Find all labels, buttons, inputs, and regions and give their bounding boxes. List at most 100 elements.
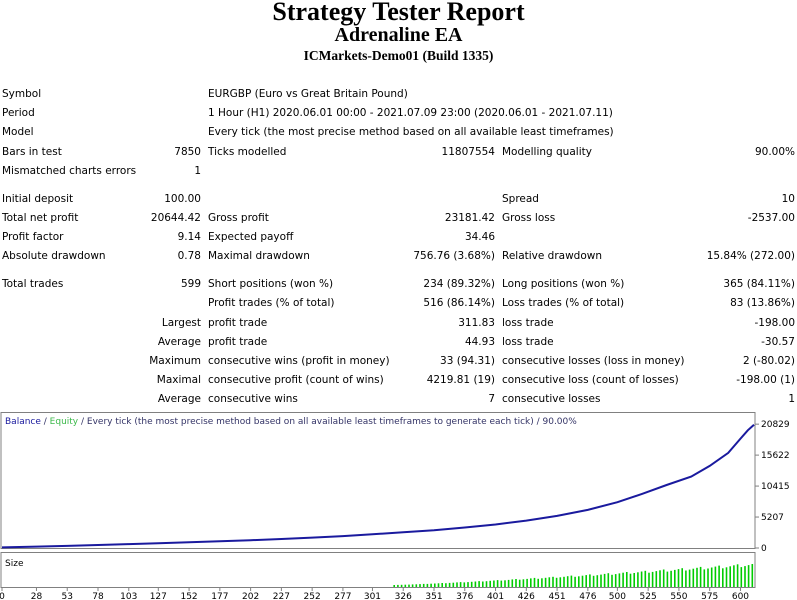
symbol-label: Symbol (2, 88, 42, 100)
max-cons-losses-label: consecutive losses (loss in money) (502, 355, 685, 367)
x-tick-label: 426 (518, 592, 535, 600)
y-tick-label: 5207 (761, 513, 784, 523)
average-label: Average (157, 336, 201, 348)
pfactor-label: Profit factor (2, 231, 64, 243)
size-bar (736, 564, 739, 587)
legend-balance: Balance (5, 417, 41, 427)
balance-series-line (1, 423, 755, 549)
size-bar (530, 578, 532, 587)
chart-legend: Balance / Equity / Every tick (the most … (5, 417, 577, 427)
x-tick-label: 177 (211, 592, 228, 600)
size-bar (674, 569, 676, 587)
x-tick-label: 401 (487, 592, 504, 600)
legend-equity: Equity (50, 417, 79, 427)
size-bar (459, 582, 462, 587)
x-tick-label: 202 (242, 592, 259, 600)
size-bar (611, 574, 613, 587)
maximal-profit-value: 4219.81 (19) (426, 374, 495, 386)
reldd-value: 15.84% (272.00) (706, 250, 795, 262)
size-bar (463, 582, 466, 587)
size-bar (408, 584, 410, 587)
size-bar (596, 575, 599, 587)
average-profit-value: 44.93 (464, 336, 495, 348)
max-cons-wins-value: 33 (94.31) (440, 355, 495, 367)
y-tick-label: 20829 (761, 420, 790, 430)
size-bar (493, 580, 495, 587)
size-bar (437, 583, 440, 587)
size-bar (507, 579, 510, 587)
size-bar (415, 584, 418, 587)
size-bar (419, 584, 421, 587)
average-loss-label: loss trade (502, 336, 554, 348)
grossprofit-label: Gross profit (208, 212, 269, 224)
size-bar (603, 573, 606, 587)
size-bar (648, 572, 650, 587)
mismatch-label: Mismatched charts errors (2, 165, 137, 177)
size-bar (655, 571, 658, 587)
size-bar (485, 581, 488, 587)
size-bar (714, 566, 717, 587)
size-bar (404, 584, 407, 587)
size-bar (592, 575, 595, 587)
x-tick-label: 525 (640, 592, 657, 600)
size-bar (470, 581, 473, 587)
balance-chart: Balance / Equity / Every tick (the most … (0, 412, 790, 600)
average-loss-value: -30.57 (761, 336, 795, 348)
deposit-label: Initial deposit (2, 193, 74, 205)
absdd-value: 0.78 (177, 250, 201, 262)
symbol-value: EURGBP (Euro vs Great Britain Pound) (208, 88, 408, 100)
largest-label: Largest (161, 317, 201, 329)
grossloss-value: -2537.00 (747, 212, 795, 224)
size-bar (511, 579, 514, 587)
size-bar (563, 576, 565, 587)
x-tick-label: 451 (548, 592, 565, 600)
period-value: 1 Hour (H1) 2020.06.01 00:00 - 2021.07.0… (208, 107, 613, 119)
server-build: ICMarkets-Demo01 (Build 1335) (303, 48, 494, 63)
quality-label: Modelling quality (502, 146, 592, 158)
absdd-label: Absolute drawdown (2, 250, 106, 262)
quality-value: 90.00% (754, 146, 795, 158)
avg-cons-wins-value: 7 (488, 393, 495, 405)
x-axis: 0 28 53 78 103 127 152 177 202 227 252 277 301 326 351… (0, 588, 749, 600)
size-bar (500, 580, 503, 587)
size-bar (422, 583, 425, 587)
x-tick-label: 277 (334, 592, 351, 600)
size-bar (618, 573, 621, 587)
largest-profit-label: profit trade (208, 317, 268, 329)
size-bar (681, 568, 683, 587)
size-bar (729, 566, 731, 587)
largest-loss-value: -198.00 (754, 317, 795, 329)
x-tick-label: 301 (364, 592, 381, 600)
maximal-profit-label: consecutive profit (count of wins) (208, 374, 384, 386)
size-bar (555, 577, 558, 587)
avg-cons-wins-label: consecutive wins (208, 393, 298, 405)
size-bar (541, 578, 543, 587)
x-tick-label: 103 (120, 592, 137, 600)
size-bar (397, 584, 399, 587)
size-bar (574, 576, 576, 587)
size-bar (692, 568, 695, 587)
size-bar (504, 580, 506, 587)
size-bar (544, 577, 547, 587)
main-plot-frame (0, 412, 756, 549)
x-tick-label: 326 (395, 592, 412, 600)
size-bar (670, 570, 672, 587)
size-bar (467, 582, 469, 587)
size-bar (496, 580, 499, 587)
avg-cons-losses-label: consecutive losses (502, 393, 601, 405)
bars-value: 7850 (174, 146, 201, 158)
loss-trades-value: 83 (13.86%) (730, 297, 795, 309)
x-tick-label: 351 (425, 592, 442, 600)
size-bar (456, 582, 458, 587)
size-bar (434, 583, 436, 587)
maximum-label: Maximum (149, 355, 201, 367)
size-bar (629, 573, 632, 587)
size-bar (445, 583, 447, 587)
size-bar (699, 566, 702, 587)
size-bar (393, 585, 395, 587)
pfactor-value: 9.14 (177, 231, 201, 243)
size-bar (537, 578, 539, 587)
size-bar (633, 573, 635, 587)
reldd-label: Relative drawdown (502, 250, 603, 262)
size-bar (452, 582, 455, 587)
